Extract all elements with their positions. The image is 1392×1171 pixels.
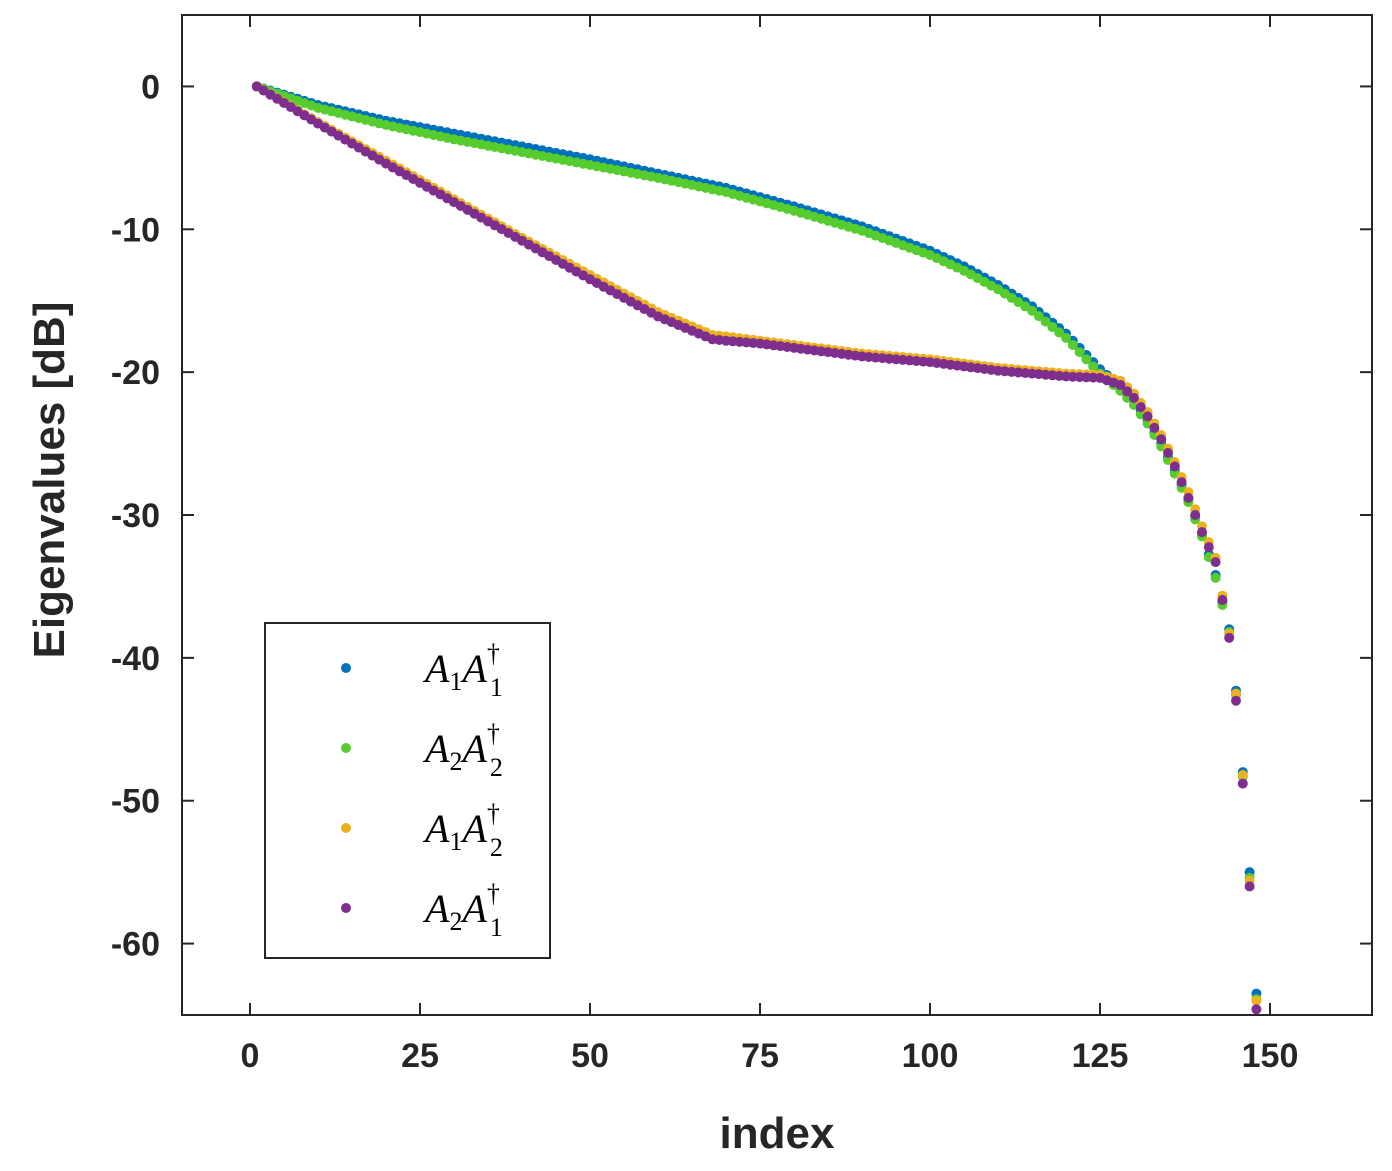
data-point: [1237, 770, 1248, 780]
legend-item: A2A† 1: [341, 879, 503, 942]
legend-sub2: 2: [490, 833, 503, 862]
data-point: [1251, 995, 1262, 1006]
y-tick-label: -10: [111, 211, 160, 249]
legend-base1: A: [422, 646, 450, 691]
y-tick-label: -20: [111, 354, 160, 392]
data-point: [1190, 510, 1201, 520]
data-point: [1231, 695, 1241, 706]
legend-label: A1A† 2: [422, 799, 503, 862]
y-tick-label: -40: [111, 640, 160, 678]
y-axis-label: Eigenvalues [dB]: [25, 302, 74, 659]
legend-marker: [341, 903, 351, 913]
legend-base2: A: [459, 806, 487, 851]
x-tick-label: 150: [1242, 1037, 1299, 1075]
y-tick-labels: 0 -10 -20 -30 -40 -50 -60: [111, 68, 160, 963]
data-point: [1033, 311, 1044, 322]
legend-label: A2A† 1: [422, 879, 503, 942]
x-tick-label: 75: [741, 1037, 779, 1075]
data-point: [1217, 595, 1228, 605]
data-point: [1244, 881, 1255, 892]
data-point: [1231, 688, 1241, 699]
legend-sub2: 1: [490, 913, 503, 942]
data-point: [1224, 632, 1235, 643]
legend-marker: [341, 823, 351, 833]
series-4: [251, 81, 1262, 1015]
legend-sup: †: [487, 879, 500, 908]
data-point: [1237, 778, 1248, 789]
data-point: [1163, 447, 1173, 458]
x-tick-label: 0: [241, 1037, 260, 1075]
data-point: [1122, 386, 1133, 397]
legend-sup: †: [487, 719, 500, 748]
data-point: [1197, 527, 1207, 538]
data-point: [1169, 461, 1180, 472]
legend-sub1: 1: [449, 827, 462, 856]
legend-label: A2A† 2: [422, 719, 503, 782]
legend-base2: A: [459, 646, 487, 691]
x-tick-label: 50: [571, 1037, 609, 1075]
data-point: [1081, 354, 1092, 365]
data-point: [1088, 361, 1099, 372]
data-point: [1142, 411, 1153, 422]
data-point: [1054, 327, 1065, 338]
data-points: [251, 81, 1262, 1015]
legend-base1: A: [422, 806, 450, 851]
data-point: [1074, 347, 1085, 358]
data-point: [1210, 557, 1221, 568]
data-point: [1176, 477, 1187, 488]
axis-ticks: [182, 15, 1372, 1015]
legend-item: A1A† 2: [341, 799, 503, 862]
x-axis-label: index: [720, 1109, 835, 1158]
data-point: [1156, 434, 1167, 445]
y-tick-label: 0: [141, 68, 160, 106]
legend-sub1: 1: [449, 667, 462, 696]
legend-marker: [341, 663, 351, 673]
x-tick-label: 125: [1072, 1037, 1129, 1075]
y-tick-label: -30: [111, 497, 160, 535]
legend-item: A1A† 1: [341, 639, 503, 702]
x-tick-label: 100: [902, 1037, 959, 1075]
y-tick-label: -60: [111, 926, 160, 964]
data-point: [1067, 340, 1078, 350]
legend-sup: †: [487, 799, 500, 828]
y-tick-label: -50: [111, 783, 160, 821]
legend-sup: †: [487, 639, 500, 668]
data-point: [1183, 492, 1194, 503]
legend-marker: [341, 743, 351, 753]
data-point: [1040, 316, 1051, 327]
data-point: [1149, 422, 1160, 433]
legend-label: A1A† 1: [422, 639, 503, 702]
legend-base2: A: [459, 886, 487, 931]
data-point: [1027, 305, 1037, 316]
data-point: [1129, 392, 1139, 403]
legend-sub1: 2: [449, 747, 462, 776]
legend-sub2: 2: [490, 753, 503, 782]
legend-box: [264, 622, 551, 959]
data-point: [1203, 542, 1214, 553]
legend-sub2: 1: [490, 673, 503, 702]
data-point: [1115, 380, 1126, 390]
data-point: [1251, 1004, 1262, 1015]
x-tick-label: 25: [401, 1037, 439, 1075]
legend-base2: A: [459, 726, 487, 771]
legend-base1: A: [422, 886, 450, 931]
legend-base1: A: [422, 726, 450, 771]
data-point: [1210, 572, 1221, 583]
legend-sub1: 2: [449, 907, 462, 936]
data-point: [1135, 402, 1146, 413]
x-tick-labels: 0 25 50 75 100 125 150: [241, 1037, 1299, 1075]
data-point: [1047, 322, 1058, 332]
legend-item: A2A† 2: [341, 719, 503, 782]
data-point: [1061, 332, 1071, 343]
